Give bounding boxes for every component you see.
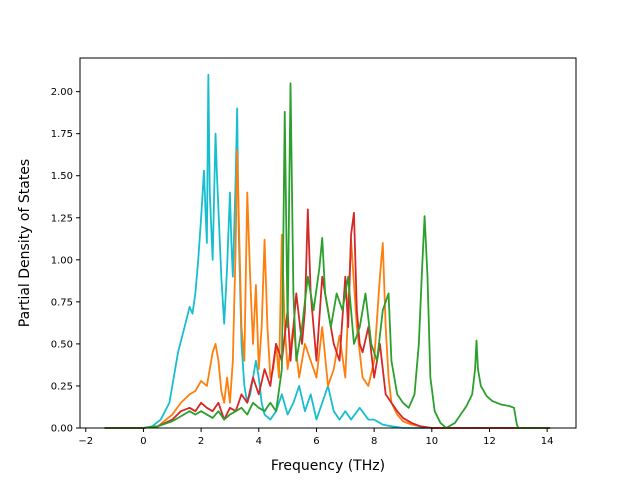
y-tick-label: 2.00 xyxy=(51,87,73,98)
x-tick-label: 6 xyxy=(313,436,319,447)
y-axis: 0.00 0.25 0.50 0.75 1.00 1.25 1.50 1.75 2.00 xyxy=(51,87,80,435)
series-line-3 xyxy=(104,208,551,429)
x-tick-label: 2 xyxy=(198,436,204,447)
x-tick-label: 8 xyxy=(371,436,377,447)
x-tick-label: 12 xyxy=(483,436,496,447)
x-tick-label: 4 xyxy=(256,436,262,447)
plot-area xyxy=(80,58,576,428)
x-tick-label: −2 xyxy=(78,436,93,447)
x-tick-label: 14 xyxy=(541,436,554,447)
y-tick-label: 0.75 xyxy=(51,297,73,308)
x-axis-label: Frequency (THz) xyxy=(271,458,385,474)
y-axis-label: Partial Density of States xyxy=(17,159,33,327)
series-line-1 xyxy=(104,73,551,429)
y-tick-label: 1.75 xyxy=(51,129,73,140)
y-tick-label: 1.00 xyxy=(51,255,73,266)
y-tick-label: 0.25 xyxy=(51,381,73,392)
y-tick-label: 1.50 xyxy=(51,171,73,182)
y-tick-label: 0.50 xyxy=(51,339,73,350)
axes-frame xyxy=(79,57,577,429)
x-tick-label: 10 xyxy=(425,436,438,447)
series-line-4 xyxy=(104,82,551,429)
x-tick-label: 0 xyxy=(140,436,146,447)
y-tick-label: 1.25 xyxy=(51,213,73,224)
series-layer xyxy=(104,73,551,429)
y-tick-label: 0.00 xyxy=(51,424,73,435)
x-axis: −2 0 2 4 6 8 10 12 14 xyxy=(78,428,554,447)
